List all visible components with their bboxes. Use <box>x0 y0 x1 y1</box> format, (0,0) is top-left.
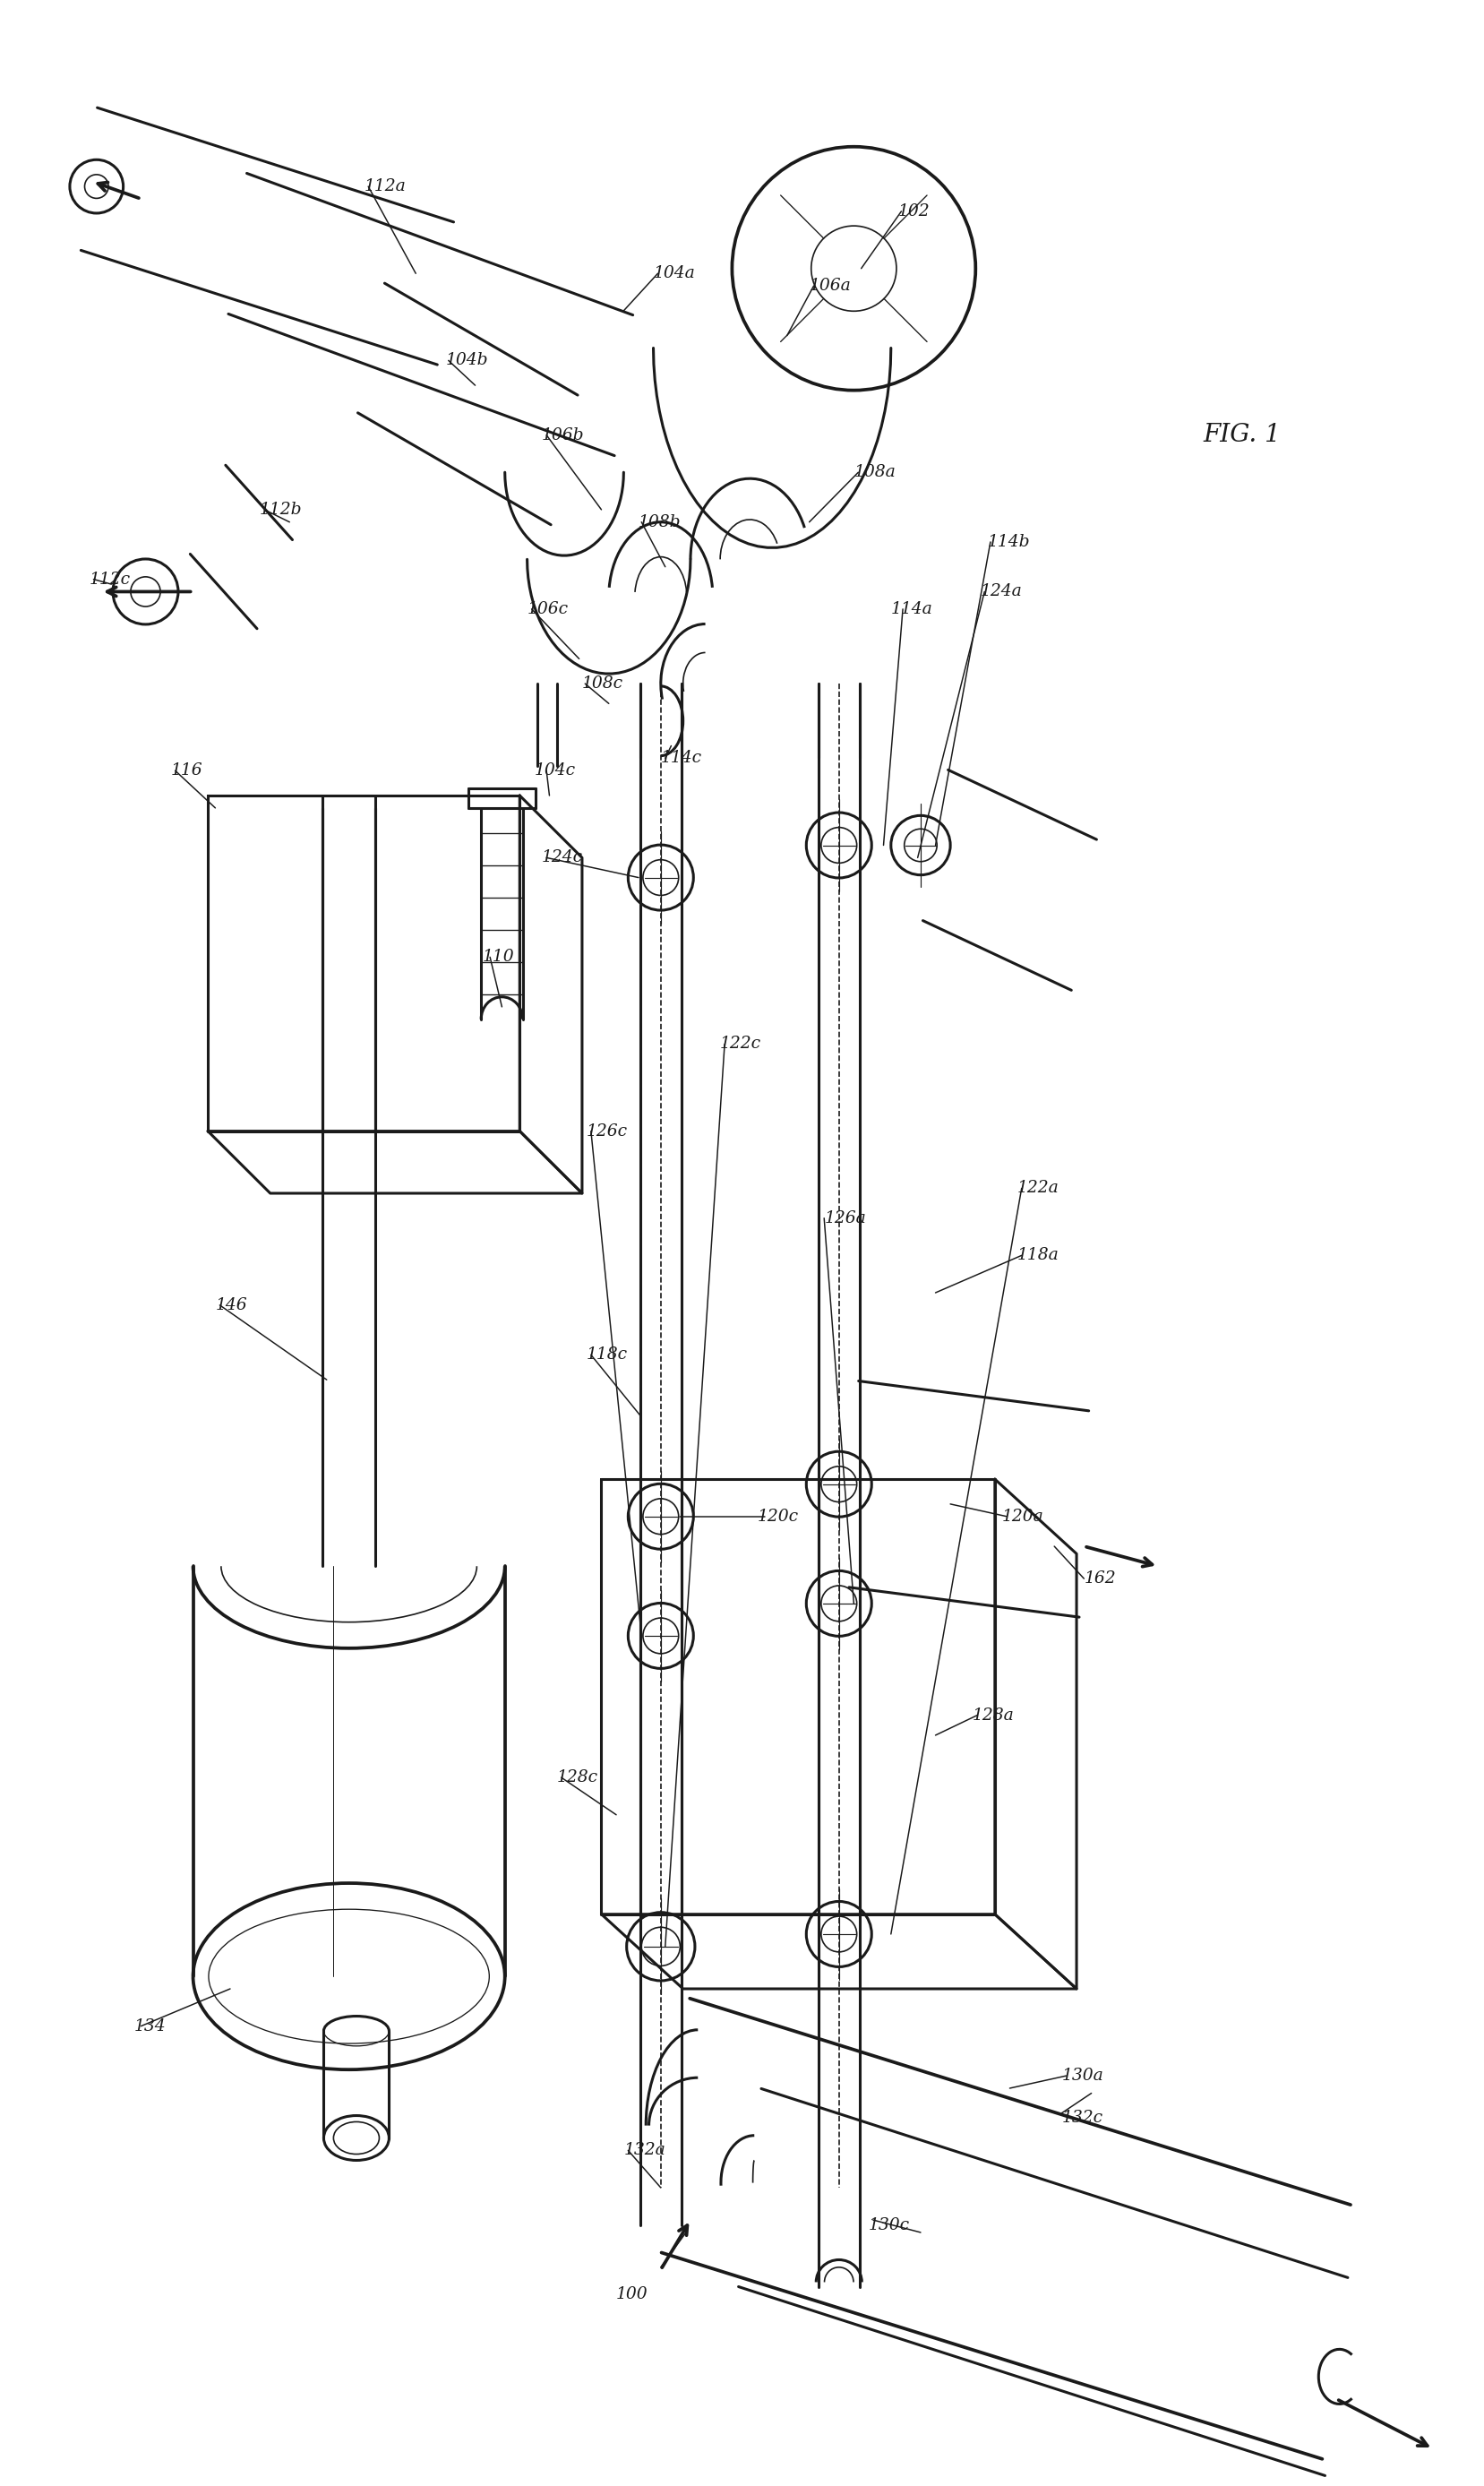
Text: 114a: 114a <box>890 602 932 617</box>
Text: 134: 134 <box>134 2019 165 2034</box>
Text: 116: 116 <box>171 763 202 778</box>
Text: 106c: 106c <box>527 602 568 617</box>
Text: 146: 146 <box>215 1298 246 1313</box>
Text: 124a: 124a <box>979 584 1021 599</box>
Text: 110: 110 <box>482 950 513 965</box>
Text: 128a: 128a <box>972 1708 1014 1723</box>
Text: 114c: 114c <box>660 751 702 766</box>
Text: 120c: 120c <box>757 1509 798 1524</box>
Text: 124c: 124c <box>542 850 583 865</box>
Text: 102: 102 <box>898 204 929 219</box>
Text: 162: 162 <box>1083 1571 1114 1586</box>
Text: 112a: 112a <box>364 179 405 194</box>
Text: 104b: 104b <box>445 353 488 368</box>
Text: 106a: 106a <box>809 278 850 293</box>
Text: 132c: 132c <box>1061 2111 1103 2126</box>
Text: 120a: 120a <box>1002 1509 1043 1524</box>
Text: 104c: 104c <box>534 763 576 778</box>
Text: 122c: 122c <box>720 1037 761 1052</box>
Text: 118a: 118a <box>1017 1248 1058 1263</box>
Text: 132a: 132a <box>623 2143 665 2158</box>
Text: 108c: 108c <box>582 676 623 691</box>
Text: 126c: 126c <box>586 1124 628 1139</box>
Text: 100: 100 <box>616 2287 647 2302</box>
Text: 114b: 114b <box>987 534 1030 549</box>
Text: 112c: 112c <box>89 572 131 587</box>
Text: FIG. 1: FIG. 1 <box>1202 423 1279 447</box>
Text: 130a: 130a <box>1061 2068 1103 2083</box>
Text: 118c: 118c <box>586 1347 628 1362</box>
Text: 112b: 112b <box>260 502 303 517</box>
Text: 128c: 128c <box>556 1770 598 1785</box>
Text: 122a: 122a <box>1017 1181 1058 1196</box>
Text: 108b: 108b <box>638 515 681 530</box>
Text: 104a: 104a <box>653 266 695 281</box>
Text: 130c: 130c <box>868 2218 910 2232</box>
Text: 126a: 126a <box>824 1211 865 1226</box>
Text: 108a: 108a <box>853 465 895 480</box>
Text: 106b: 106b <box>542 428 585 443</box>
